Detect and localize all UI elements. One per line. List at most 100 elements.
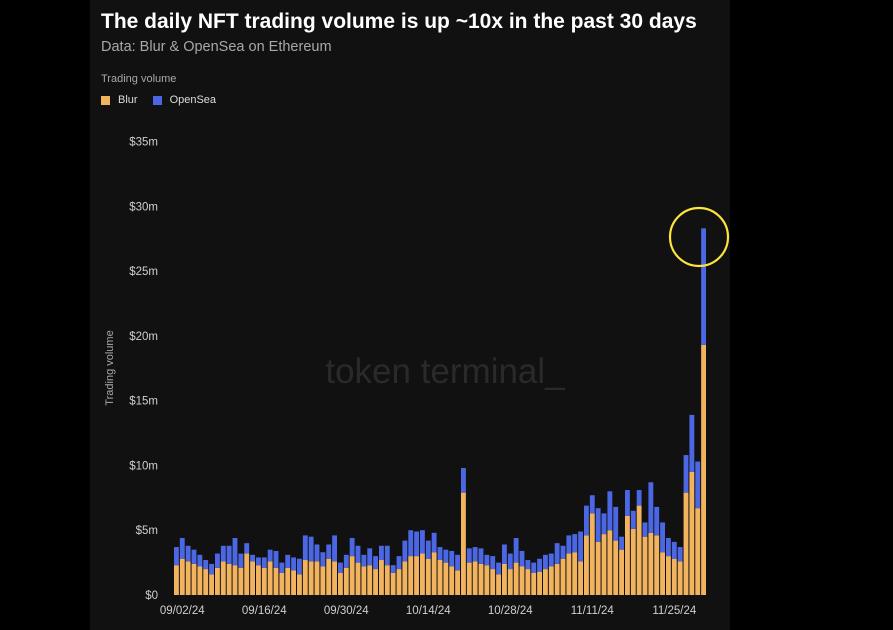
bar-blur: [543, 569, 548, 595]
x-tick-label: 11/11/24: [571, 605, 615, 617]
legend-label-blur: Blur: [118, 94, 138, 106]
bar-opensea: [449, 550, 455, 567]
bar-blur: [203, 569, 209, 595]
bar-blur: [273, 567, 279, 595]
bar-opensea: [191, 549, 197, 564]
bar-blur: [490, 569, 496, 595]
bar-blur: [443, 562, 449, 595]
bar-blur: [197, 566, 203, 595]
bar-opensea: [671, 541, 677, 559]
bar-opensea: [443, 549, 449, 563]
y-tick-label: $15m: [129, 396, 158, 408]
y-tick-label: $0: [145, 590, 158, 602]
bar-opensea: [531, 562, 537, 573]
bar-blur: [343, 567, 349, 595]
bar-opensea: [519, 550, 525, 567]
bar-opensea: [285, 554, 291, 568]
bar-opensea: [414, 531, 419, 557]
bar-opensea: [267, 549, 273, 562]
bar-blur: [507, 569, 513, 595]
bar-opensea: [185, 545, 191, 562]
bar-opensea: [666, 537, 671, 557]
bar-opensea: [566, 535, 572, 554]
bar-opensea: [232, 537, 238, 566]
bar-blur: [642, 536, 648, 595]
x-tick-label: 11/25/24: [652, 605, 697, 617]
bar-opensea: [343, 554, 349, 568]
y-tick-label: $20m: [129, 331, 158, 343]
bar-blur: [191, 563, 197, 595]
bar-opensea: [613, 506, 619, 541]
bar-opensea: [203, 560, 209, 570]
bar-blur: [384, 565, 390, 595]
bar-opensea: [390, 565, 396, 573]
bar-opensea: [607, 491, 613, 531]
bar-blur: [261, 567, 267, 595]
bar-opensea: [338, 562, 343, 573]
bar-opensea: [314, 544, 320, 562]
bar-blur: [525, 569, 531, 595]
bar-blur: [279, 572, 285, 595]
bar-blur: [478, 563, 484, 595]
bar-opensea: [332, 535, 337, 562]
legend-item-opensea: OpenSea: [152, 94, 216, 106]
bar-opensea: [420, 530, 425, 554]
bar-opensea: [677, 547, 683, 562]
bar-blur: [461, 492, 466, 595]
bar-blur: [408, 556, 414, 595]
bar-opensea: [402, 540, 408, 562]
x-tick-label: 09/16/24: [242, 605, 287, 617]
bar-opensea: [578, 531, 583, 562]
legend-item-blur: Blur: [101, 94, 138, 106]
bar-opensea: [507, 553, 513, 570]
bar-blur: [226, 563, 232, 595]
bar-opensea: [554, 543, 560, 564]
bar-opensea: [320, 552, 326, 567]
bar-opensea: [478, 548, 484, 564]
bar-blur: [396, 569, 402, 595]
bar-opensea: [525, 560, 531, 570]
bar-blur: [513, 562, 519, 595]
bar-opensea: [302, 535, 308, 561]
bar-opensea: [502, 544, 507, 564]
bar-opensea: [619, 536, 624, 550]
bar-blur: [601, 534, 607, 595]
x-tick-label: 10/28/24: [488, 605, 533, 617]
bar-opensea: [425, 540, 431, 559]
bar-blur: [373, 569, 378, 595]
bar-blur: [560, 558, 566, 595]
bar-blur: [326, 558, 332, 595]
bar-opensea: [437, 547, 443, 561]
bar-blur: [578, 561, 583, 595]
bars: [174, 228, 706, 595]
bar-blur: [332, 561, 337, 595]
bar-blur: [484, 565, 490, 595]
watermark-text: token terminal: [325, 352, 545, 391]
bar-opensea: [174, 547, 179, 566]
bar-opensea: [238, 553, 244, 568]
bar-blur: [297, 574, 302, 595]
bar-blur: [660, 552, 665, 595]
bar-blur: [572, 552, 578, 595]
bar-blur: [420, 553, 425, 595]
bar-blur: [338, 572, 343, 595]
bar-opensea: [396, 556, 402, 570]
x-axis-ticks: 09/02/24 09/16/24 09/30/24 10/14/24 10/28/24…: [160, 605, 697, 617]
bar-opensea: [584, 505, 589, 536]
bar-blur: [302, 560, 308, 595]
bar-opensea: [461, 468, 466, 493]
bar-opensea: [595, 508, 601, 542]
bar-blur: [379, 560, 384, 595]
bar-blur: [179, 558, 185, 595]
bar-blur: [349, 556, 355, 595]
bar-blur: [502, 563, 507, 595]
bar-blur: [636, 505, 642, 595]
bar-opensea: [308, 536, 314, 562]
bar-blur: [630, 528, 636, 595]
bar-blur: [554, 563, 560, 595]
bar-opensea: [683, 455, 689, 493]
bar-opensea: [466, 548, 472, 563]
bar-blur: [437, 560, 443, 595]
bar-blur: [256, 565, 261, 595]
